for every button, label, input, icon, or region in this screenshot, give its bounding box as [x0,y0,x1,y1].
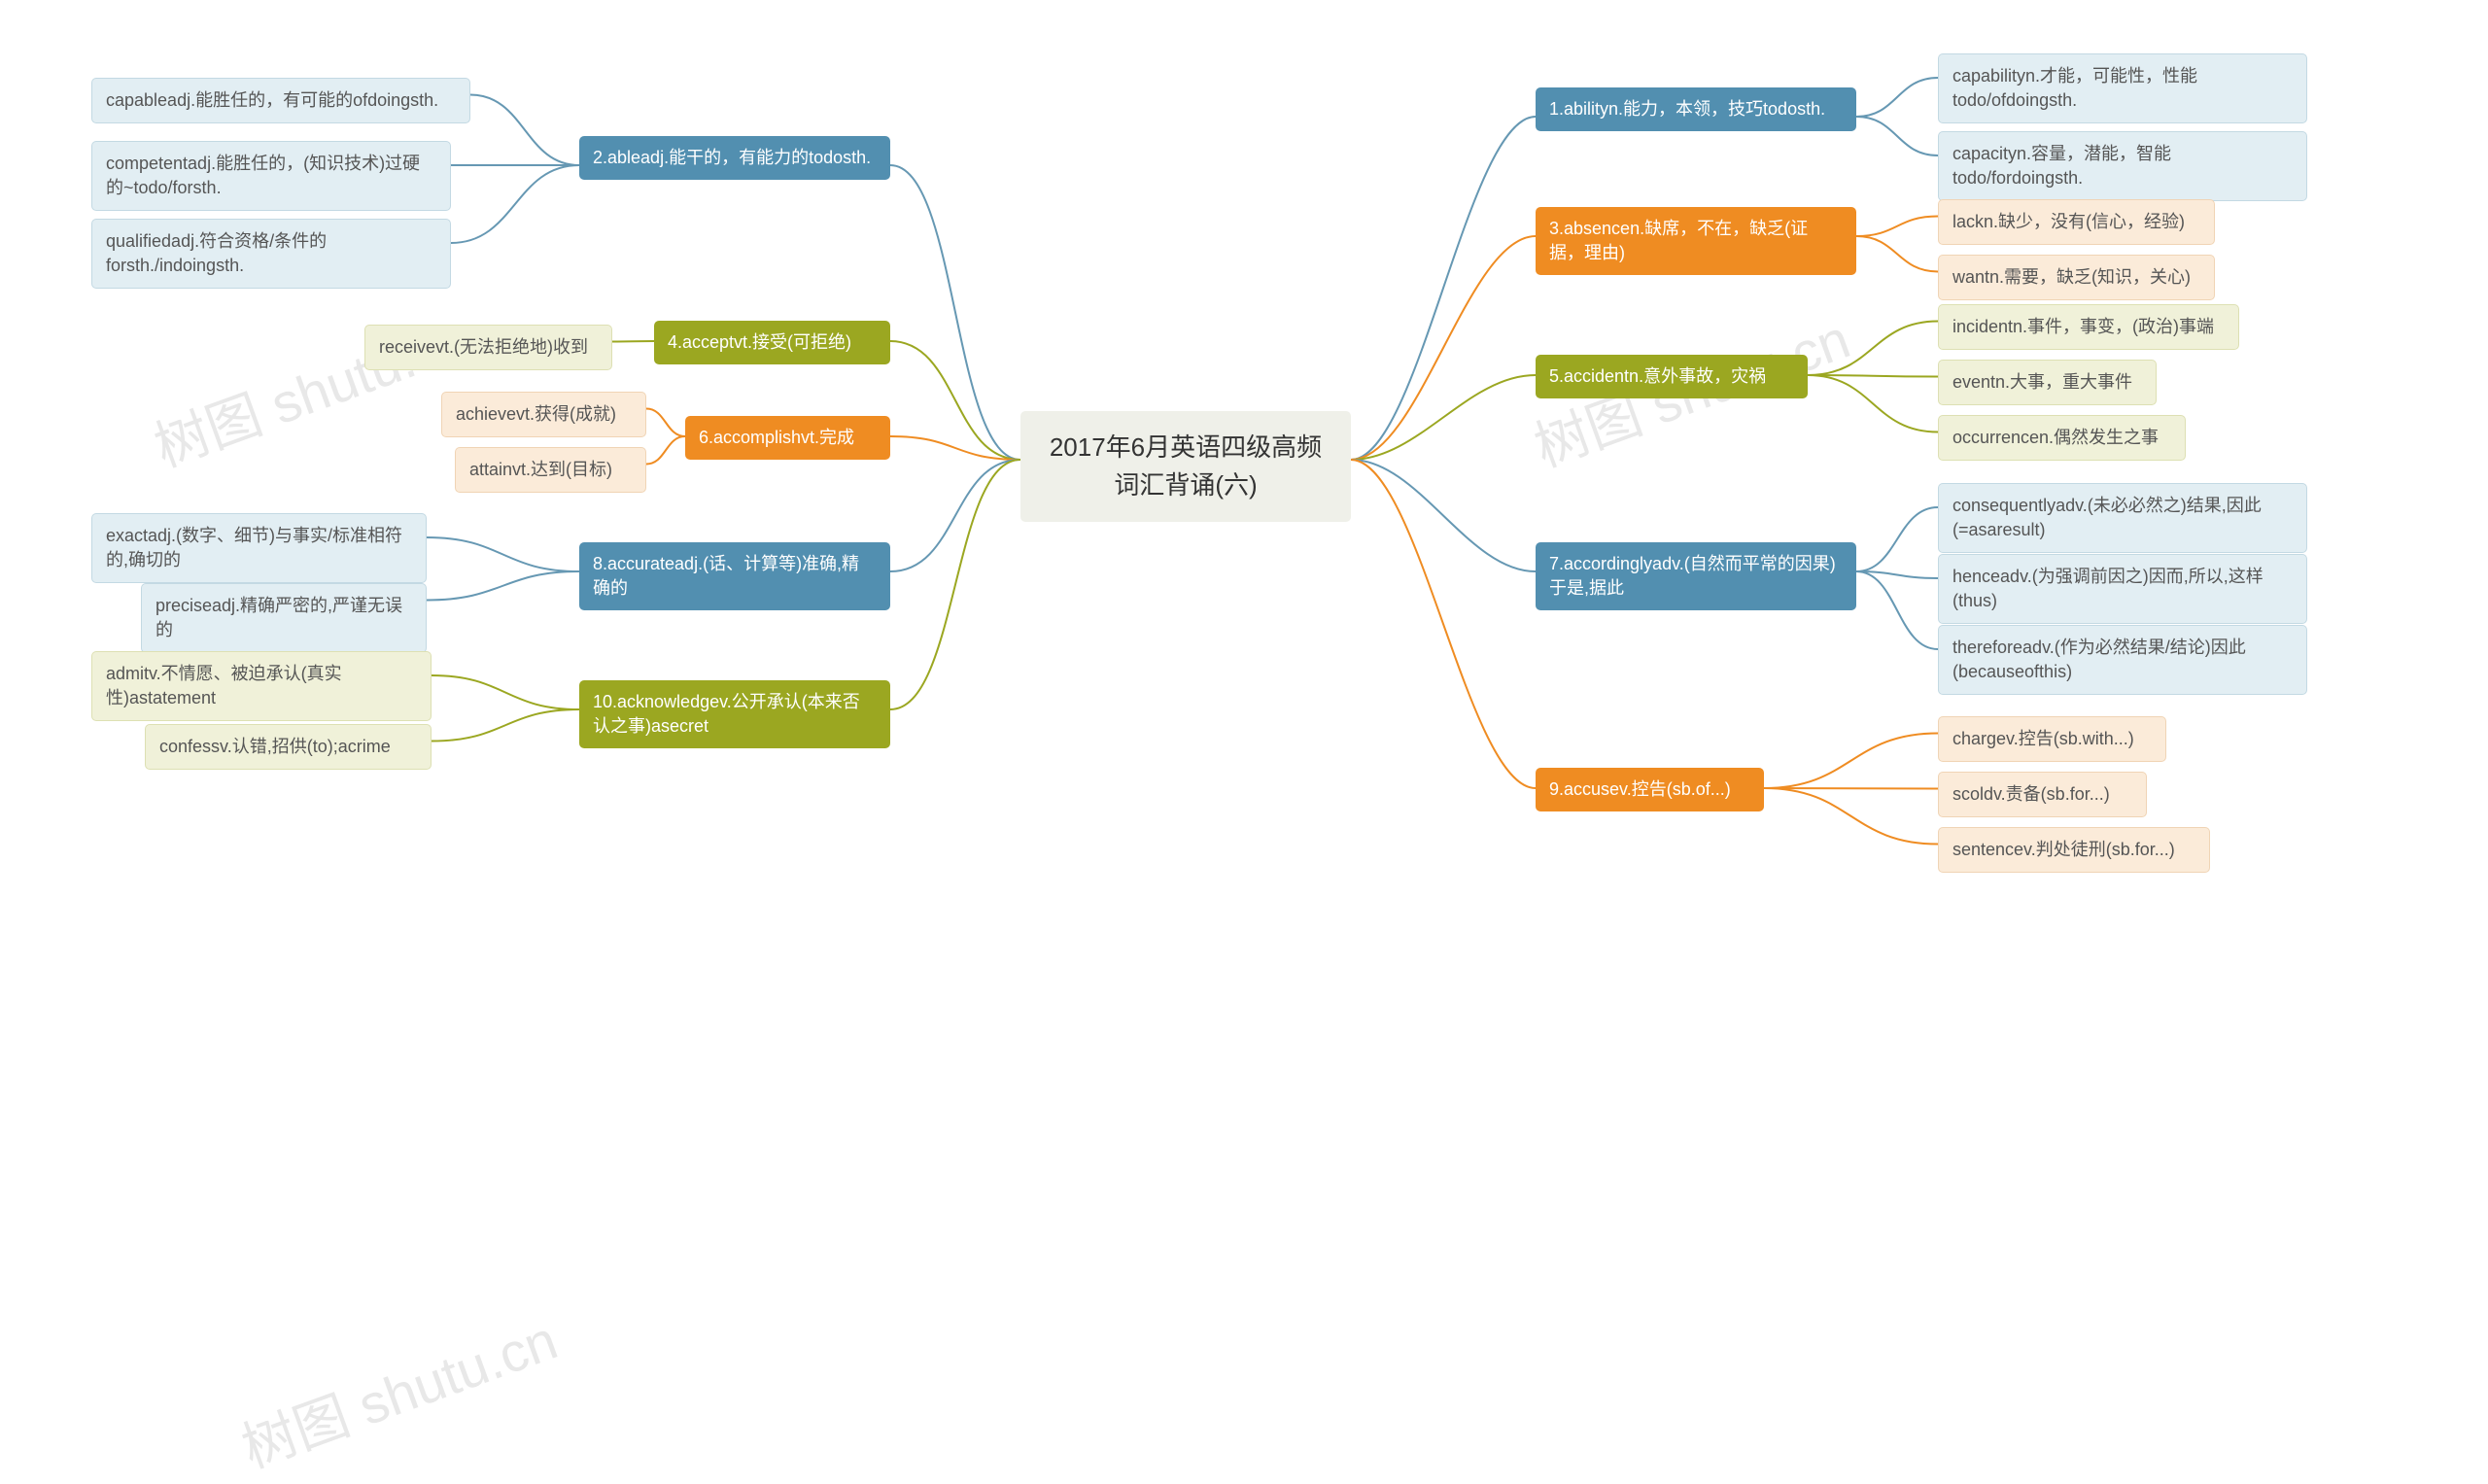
main-node-9: 9.accusev.控告(sb.of...) [1536,768,1764,811]
leaf-3-0: lackn.缺少，没有(信心，经验) [1938,199,2215,245]
leaf-5-1: eventn.大事，重大事件 [1938,360,2157,405]
root-node: 2017年6月英语四级高频词汇背诵(六) [1020,411,1351,522]
main-node-4: 4.acceptvt.接受(可拒绝) [654,321,890,364]
leaf-6-0: achievevt.获得(成就) [441,392,646,437]
leaf-8-1: preciseadj.精确严密的,严谨无误的 [141,583,427,653]
leaf-10-1: confessv.认错,招供(to);acrime [145,724,432,770]
main-node-7: 7.accordinglyadv.(自然而平常的因果)于是,据此 [1536,542,1856,610]
watermark-2: 树图 shutu.cn [229,1296,567,1483]
leaf-2-1: competentadj.能胜任的，(知识技术)过硬的~todo/forsth. [91,141,451,211]
main-node-5: 5.accidentn.意外事故，灾祸 [1536,355,1808,398]
leaf-9-2: sentencev.判处徒刑(sb.for...) [1938,827,2210,873]
main-node-1: 1.abilityn.能力，本领，技巧todosth. [1536,87,1856,131]
leaf-10-0: admitv.不情愿、被迫承认(真实性)astatement [91,651,432,721]
leaf-2-0: capableadj.能胜任的，有可能的ofdoingsth. [91,78,470,123]
leaf-5-2: occurrencen.偶然发生之事 [1938,415,2186,461]
main-node-10: 10.acknowledgev.公开承认(本来否认之事)asecret [579,680,890,748]
main-node-2: 2.ableadj.能干的，有能力的todosth. [579,136,890,180]
leaf-9-0: chargev.控告(sb.with...) [1938,716,2166,762]
leaf-5-0: incidentn.事件，事变，(政治)事端 [1938,304,2239,350]
leaf-8-0: exactadj.(数字、细节)与事实/标准相符的,确切的 [91,513,427,583]
main-node-6: 6.accomplishvt.完成 [685,416,890,460]
leaf-2-2: qualifiedadj.符合资格/条件的forsth./indoingsth. [91,219,451,289]
leaf-1-0: capabilityn.才能，可能性，性能todo/ofdoingsth. [1938,53,2307,123]
leaf-1-1: capacityn.容量，潜能，智能todo/fordoingsth. [1938,131,2307,201]
leaf-7-2: thereforeadv.(作为必然结果/结论)因此(becauseofthis… [1938,625,2307,695]
main-node-8: 8.accurateadj.(话、计算等)准确,精确的 [579,542,890,610]
leaf-7-0: consequentlyadv.(未必必然之)结果,因此(=asaresult) [1938,483,2307,553]
leaf-7-1: henceadv.(为强调前因之)因而,所以,这样(thus) [1938,554,2307,624]
leaf-9-1: scoldv.责备(sb.for...) [1938,772,2147,817]
leaf-4-0: receivevt.(无法拒绝地)收到 [364,325,612,370]
main-node-3: 3.absencen.缺席，不在，缺乏(证据，理由) [1536,207,1856,275]
leaf-6-1: attainvt.达到(目标) [455,447,646,493]
leaf-3-1: wantn.需要，缺乏(知识，关心) [1938,255,2215,300]
